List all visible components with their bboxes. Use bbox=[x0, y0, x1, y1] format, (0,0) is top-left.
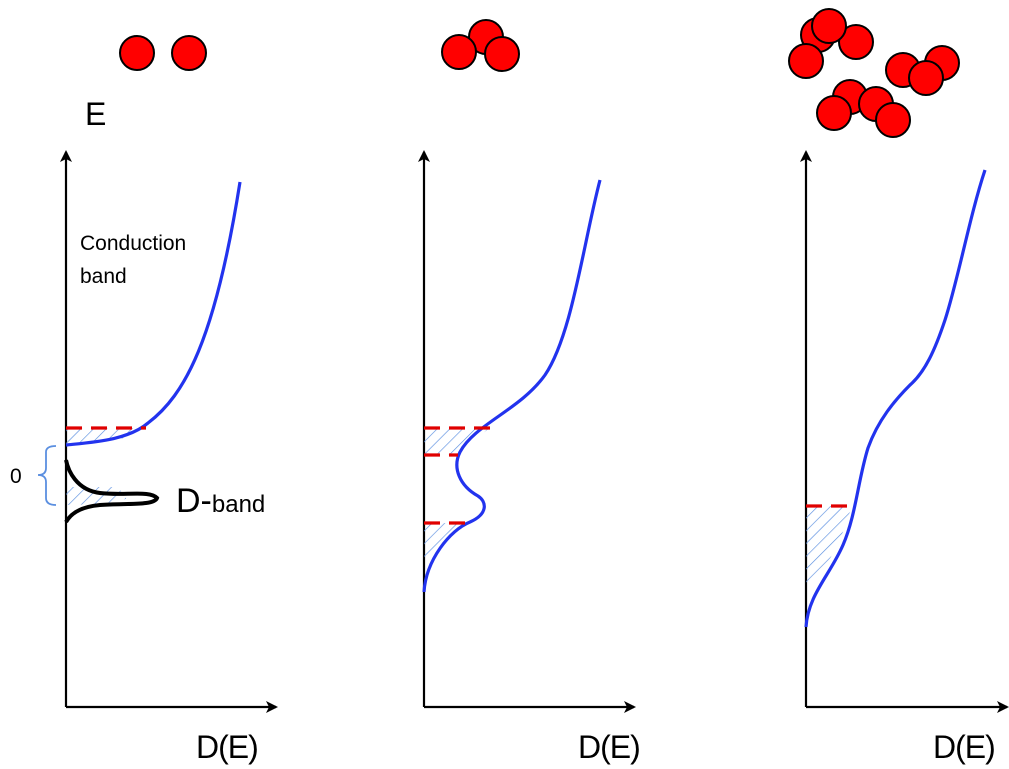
atom-cluster-trimer bbox=[441, 19, 520, 72]
panel-isolated-dopants: E D(E) Conduction band 0 D-band bbox=[10, 35, 278, 765]
atom bbox=[908, 60, 944, 96]
panel-dopant-trimer: D(E) bbox=[418, 19, 641, 765]
atom bbox=[838, 24, 874, 60]
atom bbox=[171, 35, 207, 71]
atom bbox=[484, 36, 520, 72]
filled-states-hatch bbox=[806, 506, 852, 588]
conduction-band-curve bbox=[65, 181, 242, 447]
atom bbox=[119, 35, 155, 71]
x-axis-label: D(E) bbox=[578, 729, 640, 765]
atom bbox=[875, 102, 911, 138]
dos-curve bbox=[804, 169, 987, 628]
atom-cluster-group bbox=[788, 8, 960, 138]
dband-peak-curve bbox=[64, 459, 160, 524]
conduction-band-label: Conduction bbox=[80, 232, 186, 255]
zero-energy-label: 0 bbox=[10, 465, 22, 488]
atom bbox=[816, 95, 852, 131]
dband-label-main: D- bbox=[176, 482, 212, 520]
atom bbox=[441, 34, 477, 70]
dos-curve bbox=[422, 179, 602, 593]
dband-label: D-band bbox=[176, 482, 265, 520]
x-axis-label: D(E) bbox=[196, 729, 258, 765]
atom bbox=[788, 43, 824, 79]
filled-states-hatch bbox=[424, 523, 462, 561]
atom bbox=[811, 8, 847, 44]
filled-states-hatch bbox=[66, 428, 146, 444]
x-axis-label: D(E) bbox=[933, 729, 995, 765]
dband-label-sub: band bbox=[212, 491, 265, 518]
energy-axis-label: E bbox=[85, 96, 105, 132]
atom-cluster-pair bbox=[119, 35, 207, 71]
dband-energy-bracket bbox=[37, 445, 57, 506]
panel-dopant-clusters: D(E) bbox=[788, 8, 1009, 765]
filled-states-hatch bbox=[66, 487, 126, 505]
conduction-band-label-line2: band bbox=[80, 265, 127, 288]
filled-states-hatch bbox=[424, 428, 490, 455]
